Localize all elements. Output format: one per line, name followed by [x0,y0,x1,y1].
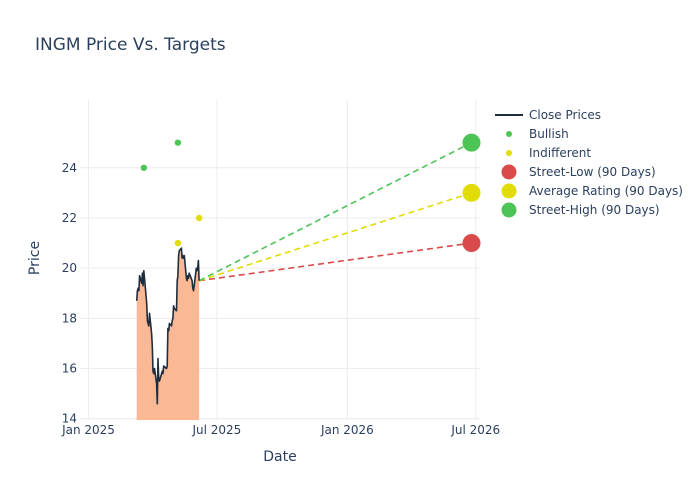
y-axis-title: Price [27,241,43,275]
indifferent-point [174,239,182,247]
bullish-point [174,139,182,146]
target-projection-layer [198,141,472,282]
target-marker-street-low [462,234,481,253]
target-marker-street-high [462,133,481,152]
target-projection-street-low [199,242,472,282]
x-tick-label: Jan 2025 [61,423,115,437]
legend-label: Close Prices [529,108,601,122]
y-tick-label: 22 [62,211,77,225]
legend-marker-swatch [501,202,517,218]
target-marker-average [462,183,481,202]
target-projection-average [198,192,472,282]
y-tick-label: 20 [62,261,77,275]
indifferent-point [195,214,203,222]
legend-label: Indifferent [529,146,591,160]
y-tick-label: 18 [62,311,77,325]
legend-label: Average Rating (90 Days) [529,184,683,198]
y-tick-label: 24 [62,161,77,175]
legend-dot-swatch [506,131,512,137]
legend-marker-swatch [501,164,517,180]
x-axis-title: Date [263,449,296,465]
x-axis-ticks: Jan 2025 Jul 2025 Jan 2026 Jul 2026 [61,423,500,437]
legend-label: Street-High (90 Days) [529,203,660,217]
legend-marker-swatch [501,183,517,199]
rating-dots-layer [140,139,203,247]
y-axis-ticks: 14 16 18 20 22 24 [62,161,77,426]
y-tick-label: 14 [62,412,77,426]
x-tick-label: Jul 2025 [191,423,241,437]
y-tick-label: 16 [62,362,77,376]
x-tick-label: Jan 2026 [320,423,374,437]
target-markers-layer [462,133,481,253]
close-price-line [135,247,200,405]
legend: Close Prices Bullish Indifferent Street-Low… [495,108,683,218]
legend-dot-swatch [506,150,512,156]
target-projection-street-high [198,141,472,282]
bullish-point [140,164,148,171]
chart-title: INGM Price Vs. Targets [35,35,226,55]
legend-label: Street-Low (90 Days) [529,165,656,179]
close-price-line-layer [135,247,200,405]
x-tick-label: Jul 2026 [450,423,500,437]
legend-label: Bullish [529,127,569,141]
